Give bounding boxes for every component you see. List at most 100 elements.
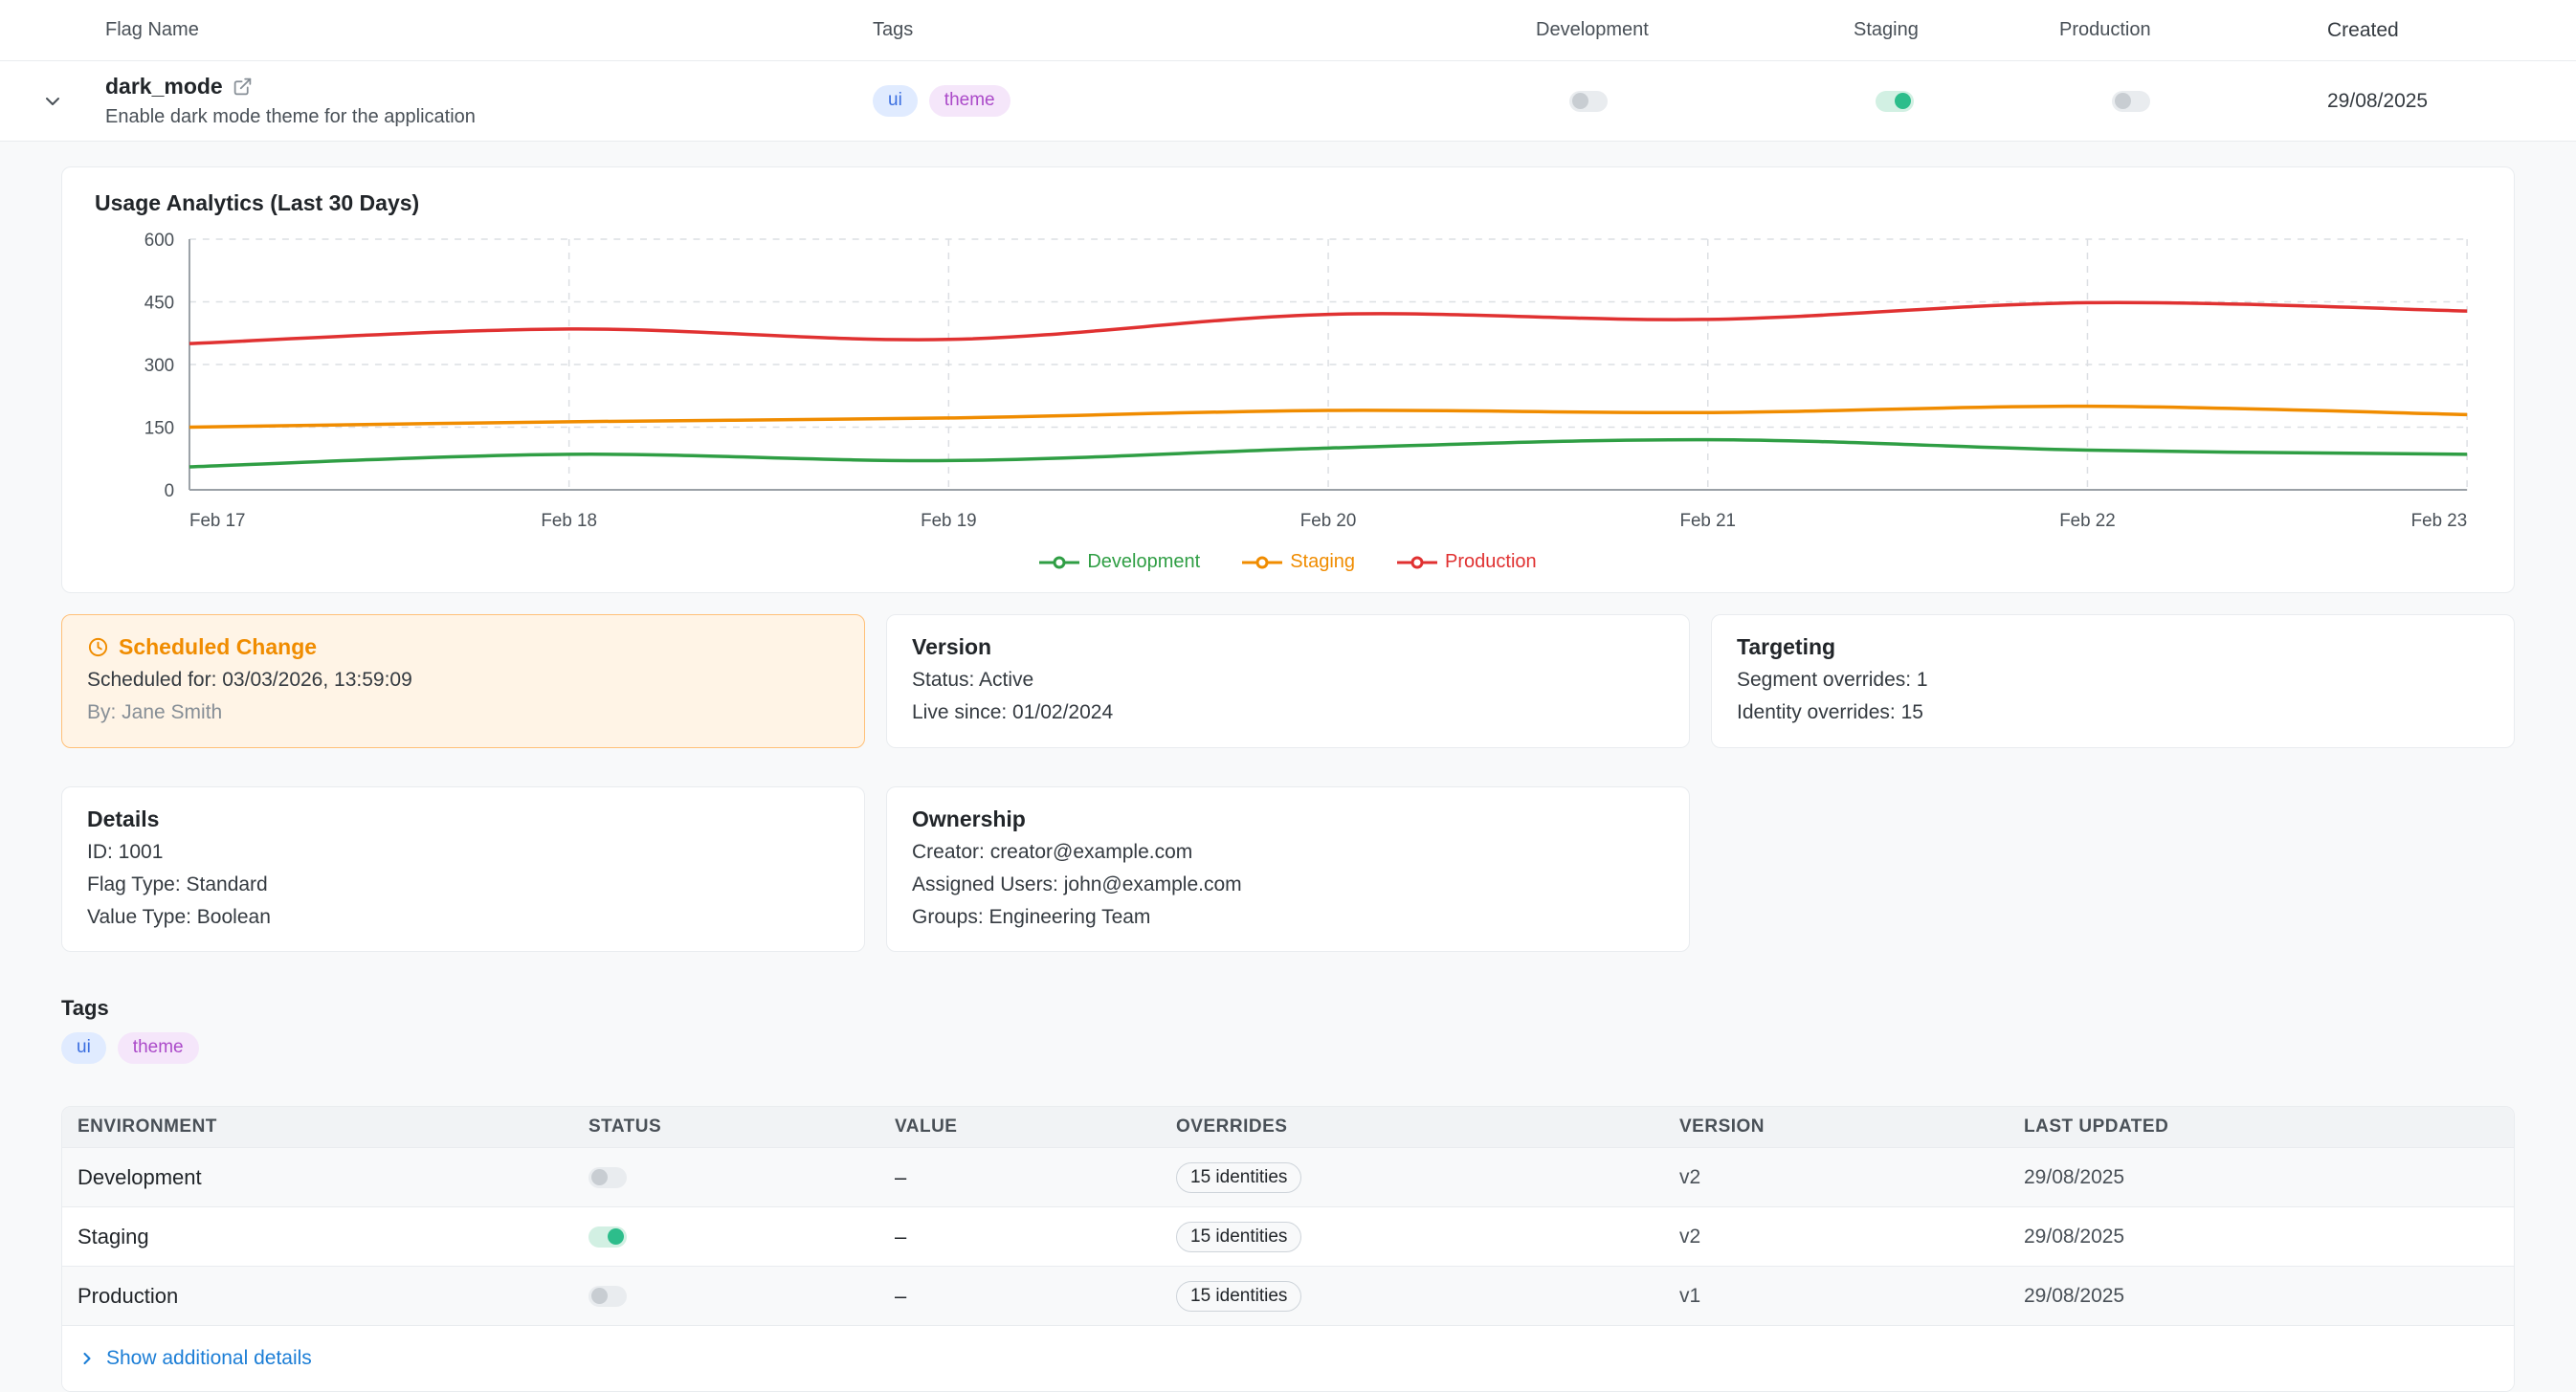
environment-table-header: ENVIRONMENT STATUS VALUE OVERRIDES VERSI… (62, 1107, 2514, 1147)
env-production-status-toggle[interactable] (588, 1286, 627, 1307)
ownership-card-title: Ownership (912, 806, 1664, 832)
targeting-card: Targeting Segment overrides: 1 Identity … (1711, 614, 2515, 748)
env-row-development: Development – 15 identities v2 29/08/202… (62, 1147, 2514, 1206)
svg-text:150: 150 (144, 418, 174, 438)
header-tags: Tags (873, 19, 1536, 41)
env-row-production: Production – 15 identities v1 29/08/2025 (62, 1266, 2514, 1325)
tag-ui: ui (873, 85, 918, 117)
tag-ui: ui (61, 1032, 106, 1064)
header-production: Production (2059, 19, 2327, 41)
details-card-title: Details (87, 806, 839, 832)
env-header-status: STATUS (588, 1116, 895, 1138)
env-header-version: VERSION (1679, 1116, 2024, 1138)
header-staging: Staging (1854, 19, 2059, 41)
usage-analytics-card: Usage Analytics (Last 30 Days) 0 150 300 45… (61, 166, 2515, 593)
overrides-chip[interactable]: 15 identities (1176, 1162, 1301, 1193)
svg-text:450: 450 (144, 293, 174, 313)
version-live-since: Live since: 01/02/2024 (912, 700, 1664, 725)
legend-item-development[interactable]: Development (1039, 551, 1200, 573)
legend-item-staging[interactable]: Staging (1242, 551, 1355, 573)
legend-label-development: Development (1087, 551, 1200, 573)
ownership-groups: Groups: Engineering Team (912, 905, 1664, 930)
details-id: ID: 1001 (87, 840, 839, 865)
legend-line-icon (1397, 555, 1437, 570)
version-card-title: Version (912, 634, 1664, 660)
collapse-row-chevron-icon[interactable] (41, 90, 64, 113)
env-last-updated: 29/08/2025 (2024, 1166, 2498, 1189)
env-name: Production (78, 1284, 588, 1309)
segment-overrides: Segment overrides: 1 (1737, 668, 2489, 693)
external-link-icon[interactable] (233, 77, 253, 97)
usage-analytics-chart: 0 150 300 450 600 Feb 17 Feb 18 Feb 19 Feb 20 Feb… (95, 230, 2481, 547)
ownership-card: Ownership Creator: creator@example.com A… (886, 786, 1690, 953)
chart-legend: Development Staging Production (95, 551, 2481, 579)
svg-text:Feb 20: Feb 20 (1300, 511, 1357, 531)
chart-title: Usage Analytics (Last 30 Days) (95, 190, 2481, 216)
env-header-overrides: OVERRIDES (1176, 1116, 1679, 1138)
overrides-chip[interactable]: 15 identities (1176, 1281, 1301, 1312)
header-created: Created (2327, 19, 2576, 42)
env-header-value: VALUE (895, 1116, 1176, 1138)
chevron-right-icon (78, 1349, 97, 1368)
legend-label-staging: Staging (1290, 551, 1355, 573)
show-details-label: Show additional details (106, 1347, 312, 1370)
feature-flag-page: Flag Name Tags Development Staging Produ… (0, 0, 2576, 1392)
ownership-creator: Creator: creator@example.com (912, 840, 1664, 865)
flag-name[interactable]: dark_mode (105, 74, 223, 99)
show-additional-details-link[interactable]: Show additional details (62, 1325, 2514, 1391)
env-value: – (895, 1225, 1176, 1249)
svg-text:Feb 17: Feb 17 (189, 511, 246, 531)
svg-text:300: 300 (144, 356, 174, 376)
scheduled-by-text: By: Jane Smith (87, 700, 839, 725)
development-toggle[interactable] (1569, 91, 1608, 112)
svg-text:0: 0 (165, 481, 174, 501)
env-development-status-toggle[interactable] (588, 1167, 627, 1188)
svg-text:Feb 22: Feb 22 (2059, 511, 2116, 531)
env-version: v2 (1679, 1226, 2024, 1248)
legend-item-production[interactable]: Production (1397, 551, 1537, 573)
created-date: 29/08/2025 (2327, 90, 2576, 113)
details-card: Details ID: 1001 Flag Type: Standard Val… (61, 786, 865, 953)
targeting-card-title: Targeting (1737, 634, 2489, 660)
flag-description: Enable dark mode theme for the applicati… (105, 106, 873, 128)
cards-row-spacer (1711, 786, 2515, 953)
production-toggle[interactable] (2112, 91, 2150, 112)
info-cards-row-1: Scheduled Change Scheduled for: 03/03/20… (61, 614, 2515, 748)
env-name: Development (78, 1165, 588, 1190)
svg-text:600: 600 (144, 231, 174, 251)
tags-section: Tags ui theme (61, 996, 2515, 1064)
header-flag-name: Flag Name (105, 19, 873, 41)
env-row-staging: Staging – 15 identities v2 29/08/2025 (62, 1206, 2514, 1266)
flag-table-header: Flag Name Tags Development Staging Produ… (0, 0, 2576, 61)
svg-text:Feb 23: Feb 23 (2411, 511, 2468, 531)
env-name: Staging (78, 1225, 588, 1249)
legend-label-production: Production (1445, 551, 1537, 573)
flag-detail-section: Usage Analytics (Last 30 Days) 0 150 300 45… (0, 142, 2576, 1392)
overrides-chip[interactable]: 15 identities (1176, 1222, 1301, 1252)
env-staging-status-toggle[interactable] (588, 1226, 627, 1248)
legend-line-icon (1039, 555, 1079, 570)
version-card: Version Status: Active Live since: 01/02… (886, 614, 1690, 748)
info-cards-row-2: Details ID: 1001 Flag Type: Standard Val… (61, 786, 2515, 953)
clock-icon (87, 636, 109, 658)
env-version: v2 (1679, 1166, 2024, 1189)
staging-toggle[interactable] (1876, 91, 1914, 112)
svg-text:Feb 19: Feb 19 (921, 511, 977, 531)
env-header-environment: ENVIRONMENT (78, 1116, 588, 1138)
scheduled-change-label: Scheduled Change (119, 634, 317, 660)
details-value-type: Value Type: Boolean (87, 905, 839, 930)
env-version: v1 (1679, 1285, 2024, 1308)
ownership-assigned-users: Assigned Users: john@example.com (912, 873, 1664, 897)
env-header-last-updated: LAST UPDATED (2024, 1116, 2498, 1138)
svg-text:Feb 18: Feb 18 (541, 511, 597, 531)
svg-text:Feb 21: Feb 21 (1680, 511, 1737, 531)
tag-theme: theme (929, 85, 1010, 117)
flag-row-dark-mode: dark_mode Enable dark mode theme for the… (0, 61, 2576, 142)
scheduled-change-card: Scheduled Change Scheduled for: 03/03/20… (61, 614, 865, 748)
scheduled-for-text: Scheduled for: 03/03/2026, 13:59:09 (87, 668, 839, 693)
header-development: Development (1536, 19, 1854, 41)
env-value: – (895, 1284, 1176, 1309)
flag-tags: ui theme (873, 85, 1536, 117)
env-last-updated: 29/08/2025 (2024, 1285, 2498, 1308)
version-status: Status: Active (912, 668, 1664, 693)
